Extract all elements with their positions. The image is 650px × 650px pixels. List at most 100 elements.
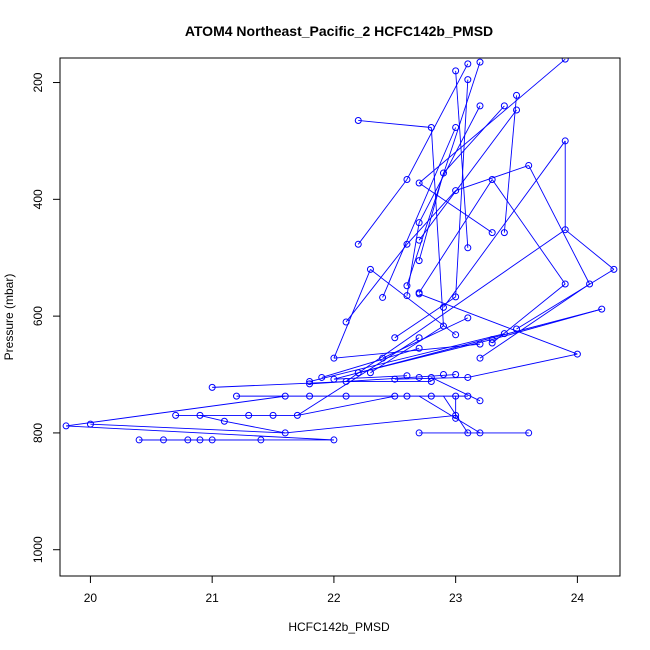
series-line-segment [564, 229, 615, 270]
series-line-segment [406, 222, 420, 296]
data-point [330, 436, 338, 444]
data-point [439, 303, 447, 311]
data-point [500, 229, 508, 237]
series-line-segment [66, 425, 334, 441]
data-point [354, 240, 362, 248]
data-point [427, 378, 435, 386]
data-point [452, 392, 460, 400]
series-line-segment [418, 179, 493, 294]
series-line-segment [467, 353, 578, 378]
y-tick-label: 400 [31, 189, 45, 209]
series-line-segment [418, 395, 481, 434]
data-point [306, 392, 314, 400]
chart-title: ATOM4 Northeast_Pacific_2 HCFC142b_PMSD [185, 23, 493, 39]
data-point [330, 375, 338, 383]
y-tick-label: 1000 [31, 536, 45, 563]
data-point [525, 429, 533, 437]
data-point [415, 429, 423, 437]
data-point [464, 76, 472, 84]
data-point [427, 373, 435, 381]
series-line-segment [503, 95, 517, 233]
data-point [354, 369, 362, 377]
series-line-segment [443, 105, 505, 174]
data-point [159, 436, 167, 444]
data-point [330, 354, 338, 362]
x-tick-label: 21 [205, 591, 219, 605]
series-line-segment [491, 283, 566, 344]
series-line-segment [455, 165, 529, 191]
x-tick-label: 23 [449, 591, 463, 605]
data-point [476, 397, 484, 405]
series-line-segment [443, 140, 566, 308]
data-point [476, 429, 484, 437]
series-line-segment [309, 333, 505, 382]
series-line-segment [418, 58, 566, 184]
series-line-segment [418, 105, 481, 223]
data-point [439, 371, 447, 379]
series-line-segment [212, 381, 347, 388]
series-layer [62, 58, 618, 444]
data-point [220, 417, 228, 425]
series-line-segment [345, 244, 408, 323]
series-line-segment [66, 395, 286, 427]
data-point [293, 411, 301, 419]
y-tick-label: 800 [31, 423, 45, 443]
data-point [342, 318, 350, 326]
data-point [561, 280, 569, 288]
data-point [403, 392, 411, 400]
data-point [439, 322, 447, 330]
data-point [233, 392, 241, 400]
data-point [500, 330, 508, 338]
data-point [452, 331, 460, 339]
data-point [415, 236, 423, 244]
series-line-segment [199, 414, 225, 422]
y-axis: 200 400 600 800 1000 [31, 72, 61, 563]
data-point [354, 116, 362, 124]
series-line-segment [297, 395, 395, 416]
series-line-segment [285, 414, 456, 434]
data-point [281, 392, 289, 400]
data-point [391, 375, 399, 383]
data-point [452, 414, 460, 422]
data-point [464, 373, 472, 381]
data-point [452, 67, 460, 75]
data-point [561, 226, 569, 234]
data-point [415, 219, 423, 227]
series-line-segment [224, 420, 286, 434]
data-point [257, 436, 265, 444]
x-tick-label: 24 [571, 591, 585, 605]
data-point [208, 383, 216, 391]
data-point [513, 91, 521, 99]
x-axis: 20 21 22 23 24 [84, 575, 585, 605]
series-line-segment [431, 377, 481, 402]
data-point [403, 372, 411, 380]
series-line-segment [455, 70, 469, 248]
data-point [135, 436, 143, 444]
data-point [403, 175, 411, 183]
data-point [464, 314, 472, 322]
data-point [281, 429, 289, 437]
x-tick-label: 22 [327, 591, 341, 605]
series-line-segment [418, 109, 517, 241]
data-point [403, 240, 411, 248]
data-point [391, 334, 399, 342]
data-point [488, 335, 496, 343]
data-point [62, 422, 70, 430]
data-point [379, 354, 387, 362]
data-point [573, 350, 581, 358]
data-point [452, 187, 460, 195]
data-point [488, 175, 496, 183]
data-point [306, 378, 314, 386]
series-line-segment [430, 127, 444, 327]
data-point [427, 392, 435, 400]
data-point [488, 229, 496, 237]
series-line-segment [528, 165, 590, 285]
y-tick-label: 200 [31, 72, 45, 92]
data-point [476, 354, 484, 362]
data-point [513, 325, 521, 333]
data-point [452, 123, 460, 131]
data-point [464, 392, 472, 400]
data-point [464, 429, 472, 437]
data-point [172, 411, 180, 419]
series-line-segment [357, 179, 408, 245]
